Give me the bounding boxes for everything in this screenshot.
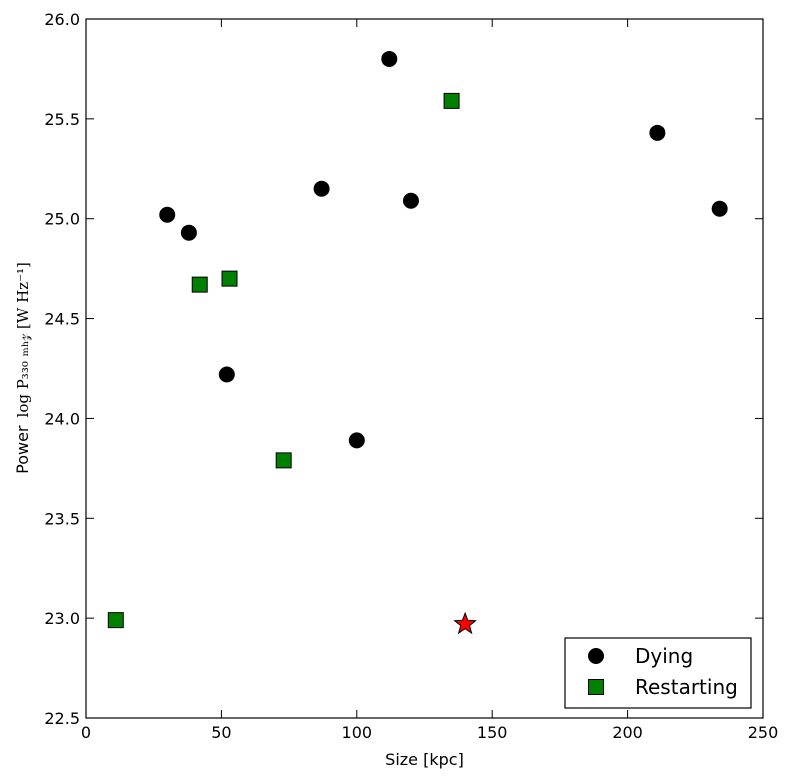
restarting-point (107, 612, 124, 629)
star-point (453, 611, 477, 635)
y-tick-label: 24.5 (44, 310, 80, 329)
dying-point (159, 206, 176, 223)
legend: Dying Restarting (564, 637, 752, 709)
x-tick-label: 250 (748, 723, 779, 742)
legend-label-restarting: Restarting (635, 675, 738, 699)
y-tick-label: 23.5 (44, 509, 80, 528)
x-axis-label: Size [kpc] (385, 750, 464, 769)
y-axis-label-math: log P₃₃₀ ₘₕ𝓏 [W Hz⁻¹] (14, 262, 32, 417)
dying-point (218, 366, 235, 383)
y-tick-label: 22.5 (44, 709, 80, 728)
legend-label-dying: Dying (635, 644, 693, 668)
y-axis-label: Power log P₃₃₀ ₘₕ𝓏 [W Hz⁻¹] (13, 262, 32, 474)
restarting-point (191, 276, 208, 293)
restarting-point (275, 452, 292, 469)
plot-area (86, 19, 763, 718)
x-tick-label: 200 (612, 723, 643, 742)
y-tick-label: 25.5 (44, 110, 80, 129)
x-tick-label: 100 (342, 723, 373, 742)
restarting-point (443, 92, 460, 109)
y-axis-label-group: Power log P₃₃₀ ₘₕ𝓏 [W Hz⁻¹] (13, 262, 32, 474)
dying-point (402, 192, 419, 209)
dying-point (381, 50, 398, 67)
x-tick-labels: 0 50 100 150 200 250 (81, 723, 778, 742)
dying-point (348, 432, 365, 449)
legend-marker-restarting (588, 679, 604, 695)
x-tick-label: 0 (81, 723, 91, 742)
y-tick-label: 24.0 (44, 409, 80, 428)
plot-frame (85, 18, 764, 719)
x-tick-label: 50 (211, 723, 231, 742)
data-markers (107, 50, 728, 635)
y-axis-label-prefix: Power (13, 425, 32, 474)
dying-point (180, 224, 197, 241)
y-tick-label: 23.0 (44, 609, 80, 628)
dying-point (649, 124, 666, 141)
restarting-point (221, 270, 238, 287)
legend-marker-dying (588, 648, 604, 664)
dying-point (313, 180, 330, 197)
y-tick-labels: 22.5 23.0 23.5 24.0 24.5 25.0 25.5 26.0 (44, 10, 80, 728)
y-tick-label: 25.0 (44, 210, 80, 229)
x-tick-label: 150 (477, 723, 508, 742)
y-tick-label: 26.0 (44, 10, 80, 29)
dying-point (711, 200, 728, 217)
